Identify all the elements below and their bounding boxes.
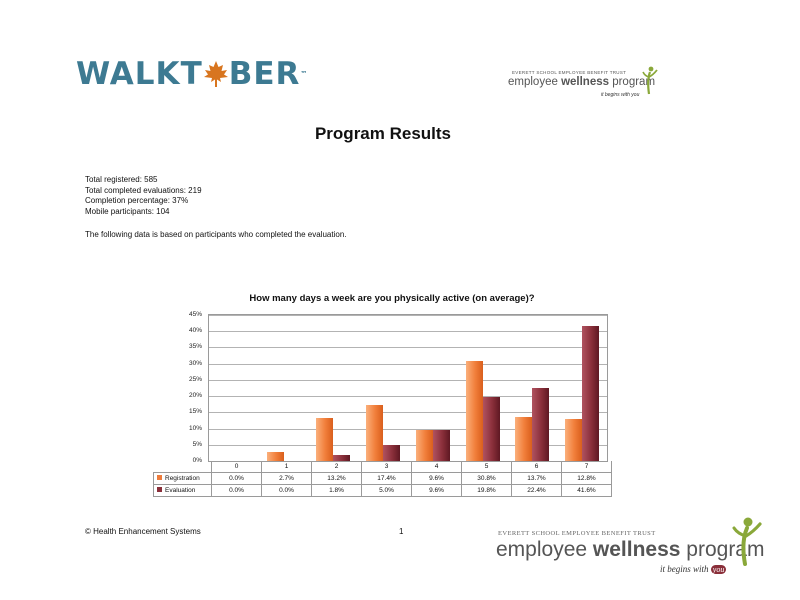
data-label: 2.7% — [261, 472, 312, 485]
stat-mobile-participants: Mobile participants: 104 — [85, 206, 170, 216]
maple-leaf-icon — [203, 61, 228, 87]
y-tick-label: 45% — [188, 311, 202, 318]
legend-swatch-evaluation — [157, 487, 162, 492]
bar-registration-1 — [266, 452, 284, 461]
category-label: 1 — [261, 461, 312, 473]
logo-program-name: employee wellness program — [496, 538, 765, 561]
data-label: 1.8% — [311, 484, 362, 497]
bar-registration-2 — [316, 418, 334, 461]
category-label: 4 — [411, 461, 462, 473]
stat-total-evaluations: Total completed evaluations: 219 — [85, 185, 202, 195]
page-title: Program Results — [314, 124, 452, 143]
walktober-logo: WALKT BER™ — [76, 58, 308, 90]
y-tick-label: 40% — [188, 327, 202, 335]
logo-text-end: BER — [228, 56, 301, 92]
category-label: 5 — [461, 461, 512, 473]
data-label: 0.0% — [261, 484, 312, 497]
y-tick-label: 5% — [192, 440, 202, 448]
stats-block: Total registered: 585 Total completed ev… — [85, 175, 202, 217]
series-row-evaluation: Evaluation 0.0% 0.0% 1.8% 5.0% 9.6% 19.8% 22.4… — [153, 484, 612, 497]
y-tick-label: 25% — [188, 375, 202, 383]
logo-tagline: it begins with you — [660, 564, 727, 574]
gridline — [209, 315, 607, 316]
trademark-mark: ™ — [300, 70, 309, 78]
stat-total-registered: Total registered: 585 — [85, 175, 158, 184]
footer-copyright: © Health Enhancement Systems — [85, 527, 201, 536]
bar-evaluation-4 — [432, 429, 450, 461]
stat-completion-percentage: Completion percentage: 37% — [85, 196, 189, 205]
data-note: The following data is based on participa… — [85, 230, 347, 239]
wellness-program-logo-large: EVERETT SCHOOL EMPLOYEE BENEFIT TRUST em… — [496, 516, 776, 578]
y-tick-label: 0% — [192, 457, 202, 464]
person-figure-icon — [642, 66, 658, 95]
data-label: 9.6% — [411, 472, 462, 485]
plot-area — [208, 314, 608, 462]
category-label: 2 — [311, 461, 362, 473]
data-label: 22.4% — [511, 484, 562, 497]
category-label: 3 — [361, 461, 412, 473]
data-label: 19.8% — [461, 484, 512, 497]
bar-registration-6 — [515, 416, 533, 461]
data-label: 30.8% — [461, 472, 512, 485]
gridline — [209, 331, 607, 333]
gridline — [209, 444, 607, 446]
bar-evaluation-2 — [333, 455, 351, 461]
data-label: 0.0% — [211, 484, 262, 497]
logo-tagline: it begins with you — [601, 92, 640, 98]
y-tick-label: 20% — [188, 392, 202, 400]
y-tick-label: 10% — [188, 424, 202, 432]
legend-swatch-registration — [157, 475, 162, 480]
wellness-program-logo-small: EVERETT SCHOOL EMPLOYEE BENEFIT TRUST em… — [508, 66, 668, 106]
category-label: 6 — [511, 461, 562, 473]
logo-trust-name: EVERETT SCHOOL EMPLOYEE BENEFIT TRUST — [498, 530, 656, 537]
bar-evaluation-6 — [532, 388, 550, 461]
gridline — [209, 379, 607, 381]
y-tick-label: 30% — [188, 359, 202, 367]
data-label: 9.6% — [411, 484, 462, 497]
gridline — [209, 347, 607, 349]
page-number: 1 — [399, 527, 404, 536]
person-figure-icon — [732, 517, 762, 566]
category-label: 7 — [561, 461, 612, 473]
chart-title: How many days a week are you physically … — [249, 293, 535, 304]
bar-registration-5 — [465, 361, 483, 461]
legend-evaluation: Evaluation — [153, 484, 212, 497]
category-label: 0 — [211, 461, 262, 473]
bar-evaluation-3 — [383, 444, 401, 461]
gridline — [209, 412, 607, 414]
logo-trust-name: EVERETT SCHOOL EMPLOYEE BENEFIT TRUST — [512, 70, 627, 75]
gridline — [209, 363, 607, 365]
bar-registration-3 — [366, 404, 384, 461]
data-label: 0.0% — [211, 472, 262, 485]
data-label: 41.6% — [561, 484, 612, 497]
gridline — [209, 428, 607, 430]
data-label: 12.8% — [561, 472, 612, 485]
data-label: 5.0% — [361, 484, 412, 497]
legend-registration: Registration — [153, 472, 212, 485]
y-tick-label: 15% — [188, 408, 202, 416]
data-label: 13.2% — [311, 472, 362, 485]
series-row-registration: Registration 0.0% 2.7% 13.2% 17.4% 9.6% 30.8%… — [153, 472, 612, 485]
logo-program-name: employee wellness program — [508, 76, 656, 88]
bar-registration-4 — [415, 429, 433, 461]
bar-registration-7 — [565, 419, 583, 461]
bar-evaluation-7 — [582, 326, 600, 461]
bar-evaluation-5 — [482, 396, 500, 461]
data-label: 17.4% — [361, 472, 412, 485]
gridline — [209, 396, 607, 398]
data-label: 13.7% — [511, 472, 562, 485]
logo-text-start: WALKT — [76, 56, 203, 92]
y-tick-label: 35% — [188, 343, 202, 351]
